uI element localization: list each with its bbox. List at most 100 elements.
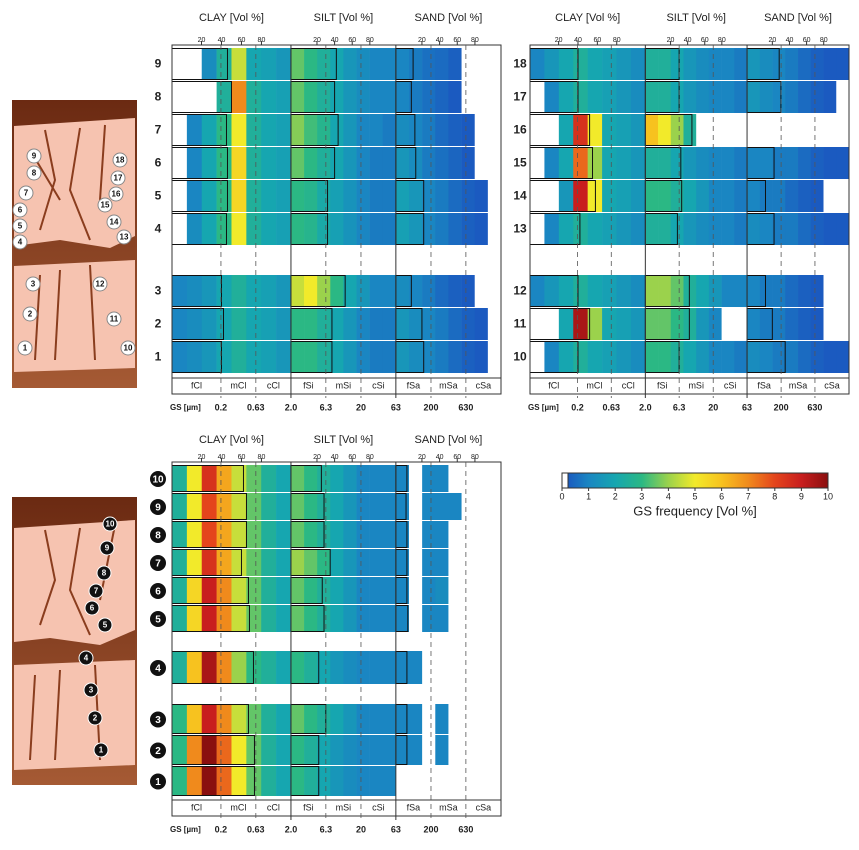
frequency-cell (291, 81, 304, 113)
frequency-cell (370, 493, 383, 520)
frequency-cell (357, 341, 370, 373)
frequency-cell (462, 180, 475, 212)
frequency-cell (645, 81, 658, 113)
frequency-cell (422, 704, 435, 734)
profile-label: 16 (112, 190, 121, 199)
frequency-cell (773, 114, 786, 146)
frequency-cell (824, 81, 837, 113)
vol-tick-label: 40 (331, 454, 339, 461)
gs-tick-label: 0.63 (247, 824, 265, 834)
colorbar-tick-label: 1 (586, 491, 591, 501)
frequency-cell (475, 147, 488, 179)
frequency-cell (475, 577, 488, 604)
colorbar-tick-label: 9 (799, 491, 804, 501)
frequency-cell (202, 605, 217, 632)
frequency-cell (683, 341, 696, 373)
frequency-cell (422, 81, 435, 113)
class-label: cCl (267, 380, 280, 390)
frequency-cell (217, 735, 232, 765)
class-label: cSa (476, 380, 492, 390)
gs-tick-label: 0.2 (215, 402, 228, 412)
frequency-cell (683, 147, 696, 179)
frequency-cell (217, 766, 232, 796)
frequency-cell (462, 521, 475, 548)
frequency-cell (291, 577, 304, 604)
frequency-cell (785, 147, 798, 179)
frequency-cell (202, 704, 217, 734)
frequency-cell (217, 651, 232, 684)
frequency-cell (696, 147, 709, 179)
frequency-cell (544, 213, 559, 245)
group-label: SILT [Vol %] (314, 12, 374, 24)
frequency-cell (588, 213, 603, 245)
frequency-cell (488, 213, 501, 245)
frequency-cell (824, 341, 837, 373)
frequency-cell (462, 308, 475, 340)
frequency-cell (544, 147, 559, 179)
frequency-cell (734, 81, 747, 113)
frequency-cell (530, 114, 545, 146)
frequency-cell (187, 213, 202, 245)
frequency-cell (304, 180, 317, 212)
frequency-cell (617, 308, 632, 340)
frequency-cell (172, 213, 187, 245)
class-label: mSi (336, 380, 352, 390)
vol-tick-label: 20 (555, 37, 563, 44)
frequency-cell (370, 465, 383, 492)
profile-label: 4 (84, 654, 89, 663)
frequency-cell (573, 81, 588, 113)
frequency-cell (422, 605, 435, 632)
frequency-cell (645, 275, 658, 307)
frequency-cell (435, 213, 448, 245)
profile-label: 9 (32, 152, 37, 161)
frequency-cell (396, 341, 409, 373)
frequency-cell (357, 521, 370, 548)
row-label: 16 (513, 123, 527, 137)
frequency-cell (824, 213, 837, 245)
frequency-cell (488, 308, 501, 340)
gs-tick-label: 630 (807, 402, 822, 412)
frequency-cell (330, 48, 343, 80)
frequency-cell (836, 213, 849, 245)
frequency-cell (559, 213, 574, 245)
colorbar-zero (562, 473, 568, 488)
row-label: 2 (155, 746, 161, 757)
frequency-cell (559, 81, 574, 113)
frequency-cell (172, 605, 187, 632)
frequency-cell (231, 147, 246, 179)
profile-label: 6 (18, 206, 23, 215)
frequency-cell (276, 704, 291, 734)
frequency-cell (317, 147, 330, 179)
frequency-cell (683, 275, 696, 307)
frequency-cell (357, 81, 370, 113)
row-label: 6 (155, 156, 162, 170)
frequency-cell (602, 308, 617, 340)
frequency-cell (276, 766, 291, 796)
frequency-cell (231, 735, 246, 765)
frequency-cell (435, 465, 448, 492)
frequency-cell (602, 341, 617, 373)
frequency-cell (343, 493, 356, 520)
frequency-cell (462, 605, 475, 632)
frequency-cell (172, 704, 187, 734)
frequency-cell (645, 341, 658, 373)
frequency-cell (798, 147, 811, 179)
frequency-cell (709, 275, 722, 307)
frequency-cell (217, 341, 232, 373)
frequency-cell (683, 213, 696, 245)
frequency-cell (734, 275, 747, 307)
frequency-cell (383, 549, 396, 576)
frequency-cell (448, 48, 461, 80)
frequency-cell (435, 341, 448, 373)
frequency-cell (824, 114, 837, 146)
frequency-cell (824, 180, 837, 212)
frequency-cell (217, 213, 232, 245)
vol-tick-label: 20 (418, 454, 426, 461)
frequency-cell (709, 147, 722, 179)
frequency-cell (760, 180, 773, 212)
frequency-cell (261, 81, 276, 113)
frequency-cell (231, 549, 246, 576)
frequency-cell (462, 114, 475, 146)
frequency-cell (462, 704, 475, 734)
vol-tick-label: 40 (436, 37, 444, 44)
